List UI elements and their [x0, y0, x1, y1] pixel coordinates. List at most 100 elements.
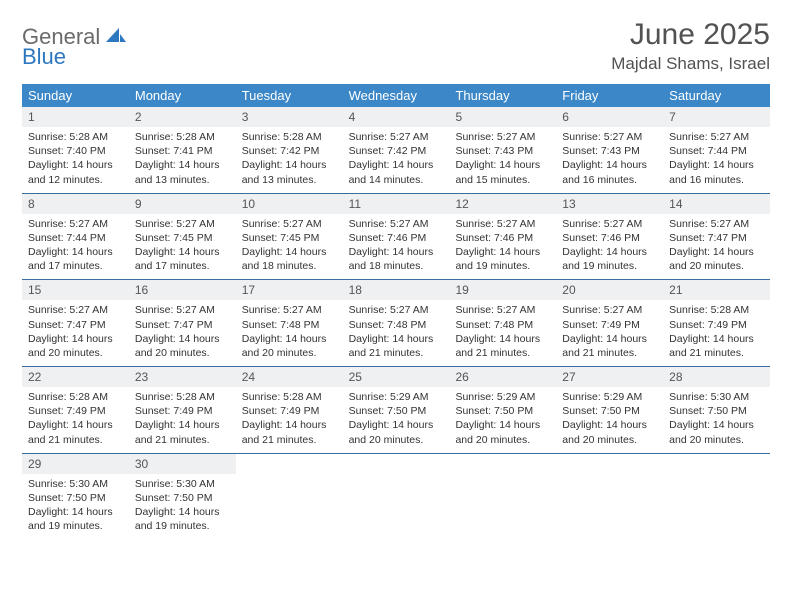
- calendar-day-cell: 15Sunrise: 5:27 AMSunset: 7:47 PMDayligh…: [22, 280, 129, 366]
- day-number: 8: [22, 194, 129, 214]
- calendar-day-cell: 2Sunrise: 5:28 AMSunset: 7:41 PMDaylight…: [129, 107, 236, 193]
- day-details: Sunrise: 5:27 AMSunset: 7:47 PMDaylight:…: [22, 300, 129, 366]
- calendar-day-cell: 12Sunrise: 5:27 AMSunset: 7:46 PMDayligh…: [449, 194, 556, 280]
- calendar-day-cell: 22Sunrise: 5:28 AMSunset: 7:49 PMDayligh…: [22, 367, 129, 453]
- day-details: Sunrise: 5:27 AMSunset: 7:46 PMDaylight:…: [449, 214, 556, 280]
- day-number: 26: [449, 367, 556, 387]
- day-number: 19: [449, 280, 556, 300]
- calendar-day-cell: 26Sunrise: 5:29 AMSunset: 7:50 PMDayligh…: [449, 367, 556, 453]
- calendar-day-cell: 6Sunrise: 5:27 AMSunset: 7:43 PMDaylight…: [556, 107, 663, 193]
- day-number: 24: [236, 367, 343, 387]
- day-details: Sunrise: 5:27 AMSunset: 7:45 PMDaylight:…: [129, 214, 236, 280]
- dayname-header: Monday: [129, 84, 236, 107]
- calendar-day-cell: 28Sunrise: 5:30 AMSunset: 7:50 PMDayligh…: [663, 367, 770, 453]
- day-details: Sunrise: 5:27 AMSunset: 7:42 PMDaylight:…: [343, 127, 450, 193]
- month-title: June 2025: [611, 18, 770, 52]
- day-details: Sunrise: 5:28 AMSunset: 7:41 PMDaylight:…: [129, 127, 236, 193]
- day-details: Sunrise: 5:27 AMSunset: 7:43 PMDaylight:…: [449, 127, 556, 193]
- day-number: 11: [343, 194, 450, 214]
- day-number: 28: [663, 367, 770, 387]
- day-number: 12: [449, 194, 556, 214]
- location: Majdal Shams, Israel: [611, 54, 770, 74]
- day-details: Sunrise: 5:30 AMSunset: 7:50 PMDaylight:…: [22, 474, 129, 540]
- day-details: Sunrise: 5:27 AMSunset: 7:48 PMDaylight:…: [449, 300, 556, 366]
- day-details: Sunrise: 5:27 AMSunset: 7:44 PMDaylight:…: [22, 214, 129, 280]
- calendar-week-row: 22Sunrise: 5:28 AMSunset: 7:49 PMDayligh…: [22, 367, 770, 454]
- day-details: Sunrise: 5:27 AMSunset: 7:43 PMDaylight:…: [556, 127, 663, 193]
- calendar-empty-cell: [556, 454, 663, 540]
- calendar-day-cell: 16Sunrise: 5:27 AMSunset: 7:47 PMDayligh…: [129, 280, 236, 366]
- day-number: 14: [663, 194, 770, 214]
- day-number: 16: [129, 280, 236, 300]
- calendar-day-cell: 21Sunrise: 5:28 AMSunset: 7:49 PMDayligh…: [663, 280, 770, 366]
- day-details: Sunrise: 5:28 AMSunset: 7:49 PMDaylight:…: [129, 387, 236, 453]
- day-details: Sunrise: 5:29 AMSunset: 7:50 PMDaylight:…: [343, 387, 450, 453]
- dayname-header: Wednesday: [343, 84, 450, 107]
- day-details: Sunrise: 5:27 AMSunset: 7:47 PMDaylight:…: [663, 214, 770, 280]
- day-details: Sunrise: 5:27 AMSunset: 7:45 PMDaylight:…: [236, 214, 343, 280]
- calendar-day-cell: 17Sunrise: 5:27 AMSunset: 7:48 PMDayligh…: [236, 280, 343, 366]
- day-details: Sunrise: 5:27 AMSunset: 7:44 PMDaylight:…: [663, 127, 770, 193]
- calendar-day-cell: 7Sunrise: 5:27 AMSunset: 7:44 PMDaylight…: [663, 107, 770, 193]
- day-number: 20: [556, 280, 663, 300]
- day-details: Sunrise: 5:28 AMSunset: 7:40 PMDaylight:…: [22, 127, 129, 193]
- calendar-body: 1Sunrise: 5:28 AMSunset: 7:40 PMDaylight…: [22, 107, 770, 539]
- day-number: 9: [129, 194, 236, 214]
- calendar-day-cell: 1Sunrise: 5:28 AMSunset: 7:40 PMDaylight…: [22, 107, 129, 193]
- header: General June 2025 Majdal Shams, Israel: [22, 18, 770, 74]
- title-block: June 2025 Majdal Shams, Israel: [611, 18, 770, 74]
- day-number: 27: [556, 367, 663, 387]
- day-details: Sunrise: 5:27 AMSunset: 7:47 PMDaylight:…: [129, 300, 236, 366]
- calendar-week-row: 29Sunrise: 5:30 AMSunset: 7:50 PMDayligh…: [22, 454, 770, 540]
- dayname-header: Sunday: [22, 84, 129, 107]
- calendar-day-cell: 3Sunrise: 5:28 AMSunset: 7:42 PMDaylight…: [236, 107, 343, 193]
- day-details: Sunrise: 5:27 AMSunset: 7:46 PMDaylight:…: [343, 214, 450, 280]
- calendar-day-cell: 25Sunrise: 5:29 AMSunset: 7:50 PMDayligh…: [343, 367, 450, 453]
- day-number: 15: [22, 280, 129, 300]
- day-details: Sunrise: 5:30 AMSunset: 7:50 PMDaylight:…: [663, 387, 770, 453]
- calendar-day-cell: 20Sunrise: 5:27 AMSunset: 7:49 PMDayligh…: [556, 280, 663, 366]
- day-number: 21: [663, 280, 770, 300]
- day-number: 29: [22, 454, 129, 474]
- day-number: 7: [663, 107, 770, 127]
- day-details: Sunrise: 5:28 AMSunset: 7:42 PMDaylight:…: [236, 127, 343, 193]
- day-number: 18: [343, 280, 450, 300]
- calendar-day-cell: 23Sunrise: 5:28 AMSunset: 7:49 PMDayligh…: [129, 367, 236, 453]
- calendar-day-cell: 5Sunrise: 5:27 AMSunset: 7:43 PMDaylight…: [449, 107, 556, 193]
- calendar-empty-cell: [343, 454, 450, 540]
- calendar-header-row: SundayMondayTuesdayWednesdayThursdayFrid…: [22, 84, 770, 107]
- day-details: Sunrise: 5:27 AMSunset: 7:46 PMDaylight:…: [556, 214, 663, 280]
- day-details: Sunrise: 5:28 AMSunset: 7:49 PMDaylight:…: [663, 300, 770, 366]
- calendar-day-cell: 27Sunrise: 5:29 AMSunset: 7:50 PMDayligh…: [556, 367, 663, 453]
- day-details: Sunrise: 5:27 AMSunset: 7:48 PMDaylight:…: [236, 300, 343, 366]
- day-details: Sunrise: 5:28 AMSunset: 7:49 PMDaylight:…: [22, 387, 129, 453]
- day-details: Sunrise: 5:30 AMSunset: 7:50 PMDaylight:…: [129, 474, 236, 540]
- calendar-empty-cell: [663, 454, 770, 540]
- calendar-day-cell: 13Sunrise: 5:27 AMSunset: 7:46 PMDayligh…: [556, 194, 663, 280]
- calendar-day-cell: 30Sunrise: 5:30 AMSunset: 7:50 PMDayligh…: [129, 454, 236, 540]
- calendar-day-cell: 19Sunrise: 5:27 AMSunset: 7:48 PMDayligh…: [449, 280, 556, 366]
- calendar-week-row: 8Sunrise: 5:27 AMSunset: 7:44 PMDaylight…: [22, 194, 770, 281]
- dayname-header: Thursday: [449, 84, 556, 107]
- calendar-day-cell: 18Sunrise: 5:27 AMSunset: 7:48 PMDayligh…: [343, 280, 450, 366]
- calendar-week-row: 1Sunrise: 5:28 AMSunset: 7:40 PMDaylight…: [22, 107, 770, 194]
- day-number: 17: [236, 280, 343, 300]
- day-details: Sunrise: 5:27 AMSunset: 7:49 PMDaylight:…: [556, 300, 663, 366]
- logo-text-blue: Blue: [22, 44, 66, 69]
- day-details: Sunrise: 5:29 AMSunset: 7:50 PMDaylight:…: [449, 387, 556, 453]
- calendar-day-cell: 4Sunrise: 5:27 AMSunset: 7:42 PMDaylight…: [343, 107, 450, 193]
- day-details: Sunrise: 5:27 AMSunset: 7:48 PMDaylight:…: [343, 300, 450, 366]
- day-number: 3: [236, 107, 343, 127]
- calendar-empty-cell: [449, 454, 556, 540]
- day-details: Sunrise: 5:28 AMSunset: 7:49 PMDaylight:…: [236, 387, 343, 453]
- calendar-day-cell: 14Sunrise: 5:27 AMSunset: 7:47 PMDayligh…: [663, 194, 770, 280]
- calendar: SundayMondayTuesdayWednesdayThursdayFrid…: [22, 84, 770, 539]
- day-number: 5: [449, 107, 556, 127]
- day-number: 30: [129, 454, 236, 474]
- dayname-header: Saturday: [663, 84, 770, 107]
- day-number: 6: [556, 107, 663, 127]
- calendar-day-cell: 8Sunrise: 5:27 AMSunset: 7:44 PMDaylight…: [22, 194, 129, 280]
- calendar-day-cell: 29Sunrise: 5:30 AMSunset: 7:50 PMDayligh…: [22, 454, 129, 540]
- calendar-day-cell: 9Sunrise: 5:27 AMSunset: 7:45 PMDaylight…: [129, 194, 236, 280]
- day-number: 13: [556, 194, 663, 214]
